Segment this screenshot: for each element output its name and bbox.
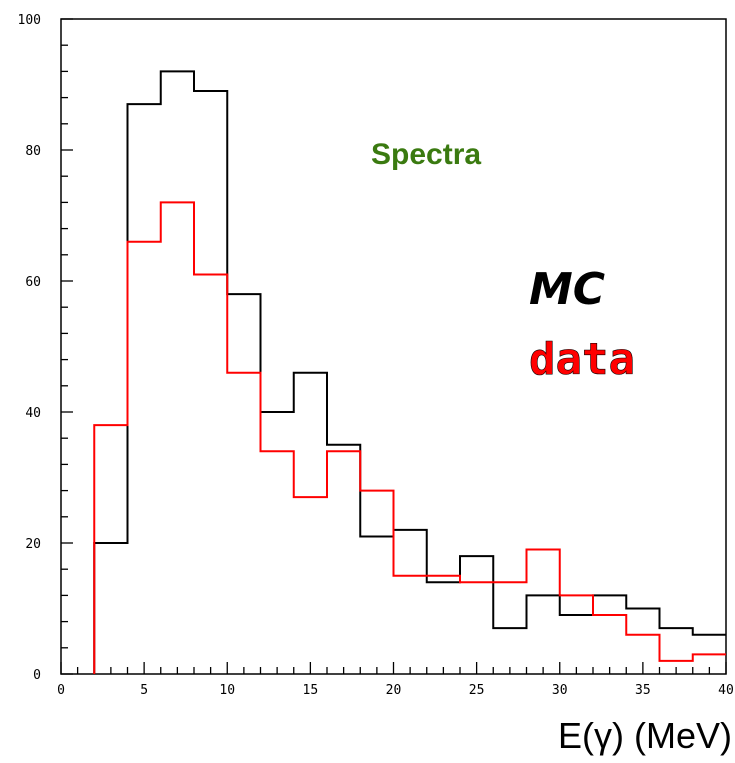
series-data-line: [93, 201, 726, 674]
y-tick-label: 20: [25, 537, 41, 552]
x-tick-label: 30: [552, 683, 568, 698]
x-tick-label: 35: [635, 683, 651, 698]
annotation-mc: MC: [529, 264, 605, 315]
axis-tick-labels: 0 5 10 15 20 25 30 35 40 0 20 40 60 80 100: [18, 13, 734, 698]
x-tick-label: 20: [386, 683, 402, 698]
x-tick-label: 15: [303, 683, 319, 698]
y-tick-label: 40: [25, 406, 41, 421]
axis-ticks: [60, 18, 727, 675]
annotation-spectra: Spectra: [371, 138, 481, 171]
x-tick-label: 10: [219, 683, 235, 698]
x-tick-label: 5: [140, 683, 148, 698]
annotation-data: data: [529, 334, 635, 385]
series-layer: [93, 70, 726, 674]
y-tick-label: 0: [33, 668, 41, 683]
x-tick-label: 40: [718, 683, 734, 698]
y-tick-label: 60: [25, 275, 41, 290]
x-axis-title: E(γ) (MeV): [558, 715, 732, 756]
y-tick-label: 100: [18, 13, 41, 28]
x-tick-label: 25: [469, 683, 485, 698]
y-tick-label: 80: [25, 144, 41, 159]
x-tick-label: 0: [57, 683, 65, 698]
